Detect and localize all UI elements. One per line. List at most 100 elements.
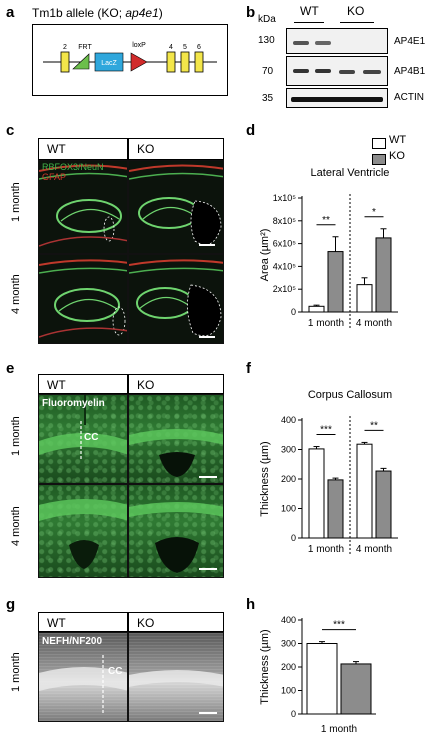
bar-wt <box>306 643 338 715</box>
panel-c-ko-label: KO <box>128 138 224 160</box>
myelin-section <box>39 395 127 461</box>
y-tick-label: 0 <box>291 709 296 719</box>
cortex-layer <box>129 172 223 180</box>
band <box>339 70 355 74</box>
loxp-triangle <box>130 52 148 72</box>
bar-ko <box>375 470 392 539</box>
chart-d: Lateral Ventricle Area (µm²) 0 2x10⁵ 4x10⁵ 6x… <box>259 167 398 329</box>
significance-label: ** <box>322 215 330 226</box>
myelin-section <box>129 429 223 478</box>
cortex-layer <box>39 172 127 180</box>
myelin-section <box>129 502 223 573</box>
dentate-gyrus <box>58 298 118 312</box>
gfap-edge <box>129 259 223 266</box>
stain-label-fluoromyelin: Fluoromyelin <box>42 398 105 409</box>
stain-label-neun: RBFOX3/NeuN <box>42 162 104 172</box>
brain-section <box>39 164 127 247</box>
bar-wt <box>356 284 373 313</box>
panel-letter-g: g <box>6 596 16 613</box>
panel-a-title-suffix: ) <box>158 6 163 20</box>
protein-ap4b1: AP4B1 <box>394 66 426 77</box>
marker-35: 35 <box>262 93 274 104</box>
y-tick-label: 200 <box>281 474 296 484</box>
bar-ko <box>375 237 392 313</box>
micrograph-e-ko-4m <box>128 484 224 578</box>
stain-label-gfap: GFAP <box>42 172 67 182</box>
chart-title: Corpus Callosum <box>308 389 392 401</box>
blot-ap4b1 <box>286 56 388 86</box>
panel-letter-d: d <box>246 122 256 139</box>
blot-ko-underline <box>340 22 374 23</box>
brain-section <box>129 259 223 338</box>
y-tick-label: 100 <box>281 504 296 514</box>
panel-letter-f: f <box>246 360 251 377</box>
blot-actin <box>286 88 388 108</box>
bar-wt <box>356 443 373 539</box>
gfap-tract <box>39 236 127 247</box>
hippocampus <box>56 199 122 233</box>
x-category-label: 1 month <box>308 544 344 555</box>
blot-wt-underline <box>294 22 324 23</box>
chart-title: Lateral Ventricle <box>311 167 390 179</box>
blot-ap4e1 <box>286 28 388 54</box>
significance-label: *** <box>320 425 332 436</box>
corpus-callosum <box>129 670 223 687</box>
bar-wt <box>308 305 325 313</box>
exon-2-label: 2 <box>63 44 67 51</box>
dentate-gyrus <box>60 208 120 222</box>
corpus-callosum <box>39 433 127 455</box>
band <box>315 41 331 45</box>
brain-section <box>39 259 127 338</box>
lacz-label: LacZ <box>101 60 117 67</box>
cc-label-e: CC <box>84 432 99 443</box>
y-tick-label: 400 <box>281 415 296 425</box>
micrograph-c-ko-1m <box>128 160 224 254</box>
panel-e-row-label-1m: 1 month <box>10 416 22 456</box>
panel-letter-h: h <box>246 596 256 613</box>
frt-label: FRT <box>78 44 92 51</box>
panel-e-ko-label: KO <box>128 374 224 394</box>
panel-letter-b: b <box>246 4 256 21</box>
protein-ap4e1: AP4E1 <box>394 36 426 47</box>
y-tick-label: 400 <box>281 615 296 625</box>
lacz-box <box>94 52 124 72</box>
hippocampus <box>54 288 120 322</box>
bar-ko <box>327 251 344 313</box>
blot-wt-label: WT <box>300 4 319 18</box>
micrograph-c-ko-4m <box>128 254 224 344</box>
panel-letter-a: a <box>6 4 15 21</box>
y-tick-label: 200 <box>281 662 296 672</box>
micrograph-c-wt-1m <box>38 160 128 254</box>
ventricle-outline <box>103 216 115 242</box>
brain-section <box>129 164 223 246</box>
significance-label: *** <box>333 620 345 631</box>
kda-label: kDa <box>258 14 276 25</box>
panel-e-row-label-4m: 4 month <box>10 506 22 546</box>
corpus-callosum <box>129 502 223 517</box>
legend-wt-label: WT <box>389 134 407 146</box>
corpus-callosum <box>39 667 127 691</box>
panel-a-title-prefix: Tm1b allele (KO; <box>32 6 126 20</box>
y-axis-label: Thickness (µm) <box>259 441 271 516</box>
panel-letter-e: e <box>6 360 15 377</box>
y-tick-label: 0 <box>291 307 296 317</box>
band <box>363 70 381 74</box>
blot-ko-label: KO <box>347 4 365 18</box>
enlarged-ventricle <box>155 537 199 573</box>
frt-triangle <box>72 53 90 70</box>
bar-ko <box>327 479 344 539</box>
marker-70: 70 <box>262 66 274 77</box>
exon-2 <box>60 51 70 73</box>
allele-diagram-svg: 2 FRT LacZ loxP 4 5 6 <box>43 42 217 73</box>
panel-c-row-label-1m: 1 month <box>10 182 22 222</box>
cc-label-g: CC <box>108 666 123 677</box>
loxp-label: loxP <box>132 42 146 49</box>
ventricle-outline <box>190 200 222 246</box>
gfap-tract <box>39 327 127 338</box>
panel-g-ko-label: KO <box>128 612 224 632</box>
x-category-label: 1 month <box>308 318 344 329</box>
corpus-callosum <box>39 499 127 521</box>
panel-c-wt-label: WT <box>38 138 128 160</box>
nf-section <box>129 670 223 714</box>
y-axis-label: Thickness (µm) <box>259 629 271 704</box>
